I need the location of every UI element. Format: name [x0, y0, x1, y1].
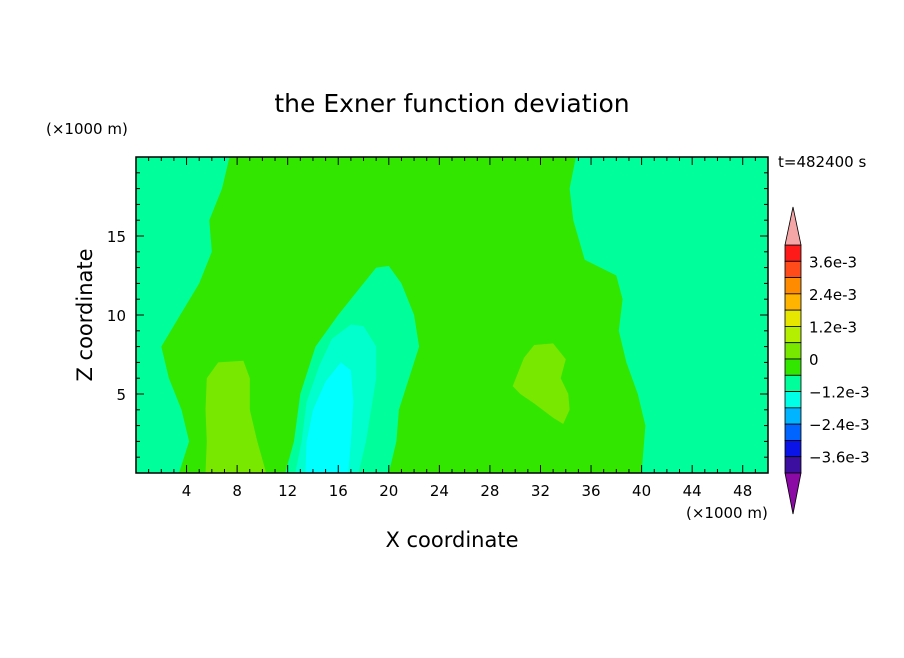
time-label: t=482400 s [778, 153, 866, 171]
x-tick-label: 20 [379, 482, 398, 500]
colorbar-label: 2.4e-3 [809, 286, 857, 304]
colorbar: 3.6e-3 2.4e-3 1.2e-3 0 −1.2e-3 −2.4e-3 −3.6e-3 [784, 206, 870, 515]
colorbar-band [784, 407, 802, 425]
colorbar-band [784, 456, 802, 474]
x-axis-label: X coordinate [385, 528, 518, 552]
x-tick-label: 16 [329, 482, 348, 500]
colorbar-band [784, 309, 802, 327]
x-tick-label: 24 [430, 482, 449, 500]
colorbar-band [784, 358, 802, 376]
plot-area [136, 157, 768, 473]
colorbar-label: 3.6e-3 [809, 253, 857, 271]
y-tick-label: 10 [107, 307, 126, 325]
colorbar-over-triangle [784, 206, 802, 246]
x-tick-label: 36 [581, 482, 600, 500]
x-tick-label: 12 [278, 482, 297, 500]
colorbar-band [784, 293, 802, 311]
colorbar-label: 1.2e-3 [809, 318, 857, 336]
colorbar-band [784, 440, 802, 458]
x-tick-label: 32 [531, 482, 550, 500]
y-axis-label: Z coordinate [73, 248, 97, 381]
colorbar-band [784, 326, 802, 344]
chart-title: the Exner function deviation [274, 89, 629, 118]
colorbar-label: −2.4e-3 [809, 416, 870, 434]
contour-region-3 [512, 343, 570, 424]
colorbar-label: −3.6e-3 [809, 449, 870, 467]
x-tick-label: 28 [480, 482, 499, 500]
colorbar-band [784, 374, 802, 392]
colorbar-label: −1.2e-3 [809, 384, 870, 402]
x-tick-label: 44 [683, 482, 702, 500]
x-tick-label: 48 [733, 482, 752, 500]
colorbar-band [784, 342, 802, 360]
x-tick-label: 4 [182, 482, 192, 500]
colorbar-label: 0 [809, 351, 819, 369]
colorbar-band [784, 260, 802, 278]
x-unit-label: (×1000 m) [686, 504, 768, 522]
contour-region-6 [305, 362, 354, 473]
colorbar-band [784, 423, 802, 441]
y-tick-label: 5 [116, 386, 126, 404]
y-unit-label: (×1000 m) [46, 120, 128, 138]
y-tick-label: 15 [107, 228, 126, 246]
colorbar-band [784, 277, 802, 295]
contour-region-2 [205, 360, 267, 473]
x-tick-label: 40 [632, 482, 651, 500]
x-tick-label: 8 [232, 482, 242, 500]
colorbar-under-triangle [784, 472, 802, 515]
colorbar-band [784, 244, 802, 262]
colorbar-band [784, 391, 802, 409]
